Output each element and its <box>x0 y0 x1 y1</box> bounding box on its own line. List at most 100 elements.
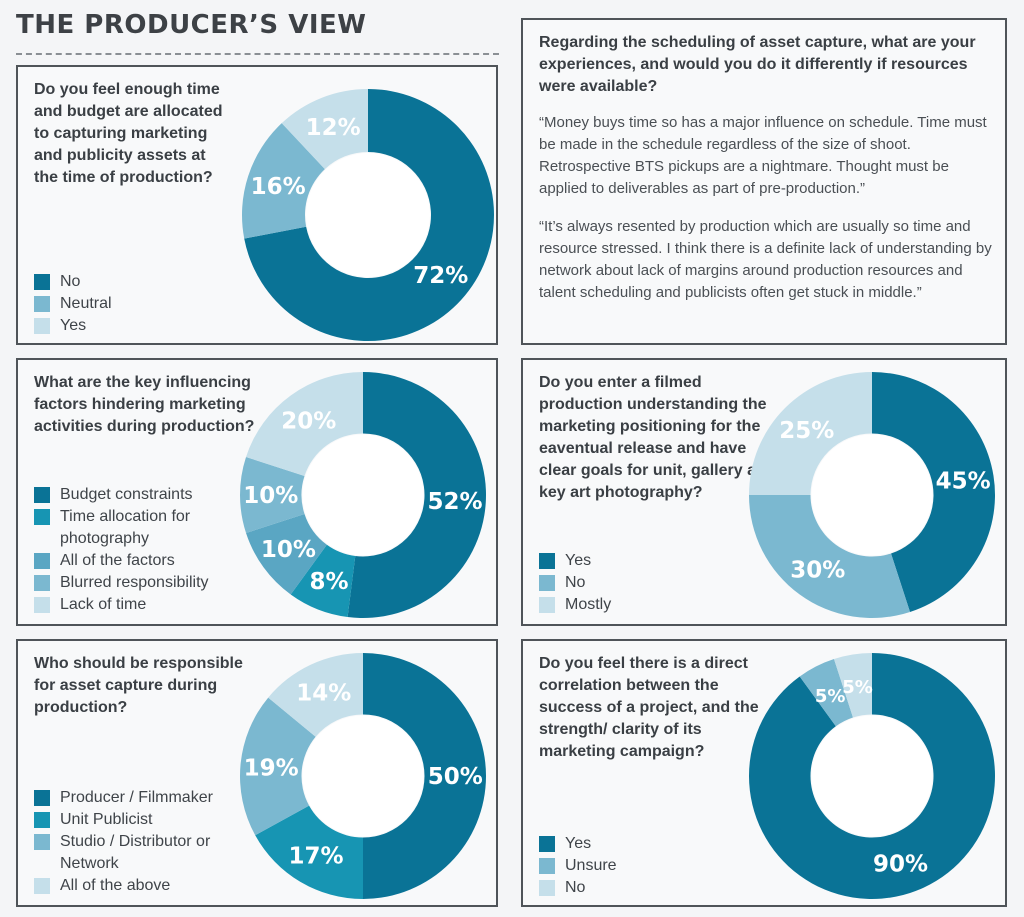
slice-label: 52% <box>428 489 483 515</box>
slice-label: 17% <box>289 843 344 869</box>
slice-label: 8% <box>310 569 349 595</box>
chart-question: Do you feel there is a direct correlatio… <box>539 655 759 760</box>
legend-item: Mostly <box>539 594 739 616</box>
chart-question: What are the key influencing factors hin… <box>34 374 255 435</box>
slice-label: 16% <box>251 174 306 200</box>
legend-item: No <box>539 877 719 899</box>
legend-label: Producer / Filmmaker <box>60 789 213 806</box>
chart-question: Do you feel enough time and budget are a… <box>34 81 223 186</box>
legend-swatch <box>34 274 50 290</box>
quote-text: “Money buys time so has a major influenc… <box>539 114 987 197</box>
legend-label: All of the factors <box>60 552 175 569</box>
page-title: THE PRODUCER’S VIEW <box>16 10 367 40</box>
donut-slice <box>833 653 872 718</box>
chart-question: Who should be responsible for asset capt… <box>34 655 243 716</box>
donut-slice <box>799 659 853 727</box>
legend-item: Studio / Distributor or Network <box>34 831 234 875</box>
donut-hole <box>306 153 430 277</box>
legend-label: Studio / Distributor or Network <box>60 833 211 872</box>
chart-panel-influencing-factors: What are the key influencing factors hin… <box>16 358 498 626</box>
donut-slice <box>290 544 356 618</box>
legend-label: Unit Publicist <box>60 811 153 828</box>
donut-hole <box>811 434 933 556</box>
slice-label: 5% <box>842 677 873 698</box>
legend-item: Yes <box>34 315 234 337</box>
legend-item: Lack of time <box>34 594 234 616</box>
slice-label: 19% <box>244 755 299 781</box>
legend-item: Blurred responsibility <box>34 572 234 594</box>
legend-item: Neutral <box>34 293 234 315</box>
legend-label: Yes <box>565 552 592 569</box>
legend-item: No <box>539 572 739 594</box>
donut-slice <box>281 89 368 170</box>
chart-legend: Yes No Mostly <box>539 550 739 616</box>
legend-swatch <box>539 836 555 852</box>
donut-hole <box>302 715 424 837</box>
legend-item: All of the above <box>34 875 234 897</box>
donut-hole <box>811 715 933 837</box>
legend-swatch <box>34 318 50 334</box>
legend-label: Blurred responsibility <box>60 574 209 591</box>
legend-label: Time allocation for photography <box>60 508 191 547</box>
chart-panel-time-budget: Do you feel enough time and budget are a… <box>16 65 498 345</box>
legend-item: Yes <box>539 833 719 855</box>
legend-item: Time allocation for photography <box>34 506 234 550</box>
legend-swatch <box>539 597 555 613</box>
chart-legend: Producer / Filmmaker Unit Publicist Stud… <box>34 787 234 897</box>
legend-swatch <box>34 834 50 850</box>
legend-item: Budget constraints <box>34 484 234 506</box>
donut-chart: 45% 30% 25% <box>749 372 995 618</box>
legend-item: Yes <box>539 550 739 572</box>
quote-text: “It’s always resented by production whic… <box>539 218 992 301</box>
chart-legend: Yes Unsure No <box>539 833 719 899</box>
donut-chart: 90% 5%5% <box>749 653 995 899</box>
donut-slice <box>268 653 363 737</box>
chart-legend: No Neutral Yes <box>34 271 234 337</box>
chart-panel-responsibility: Who should be responsible for asset capt… <box>16 639 498 907</box>
legend-swatch <box>34 878 50 894</box>
legend-item: No <box>34 271 234 293</box>
slice-label: 10% <box>243 483 298 509</box>
legend-label: Mostly <box>565 596 612 613</box>
legend-label: All of the above <box>60 877 171 894</box>
legend-label: No <box>60 273 81 290</box>
legend-label: Yes <box>60 317 87 334</box>
slice-label: 50% <box>428 764 483 790</box>
donut-slice <box>255 805 363 899</box>
legend-label: Unsure <box>565 857 617 874</box>
legend-item: Producer / Filmmaker <box>34 787 234 809</box>
donut-slice <box>872 372 995 612</box>
legend-swatch <box>34 575 50 591</box>
donut-slice <box>240 697 316 836</box>
slice-label: 10% <box>261 537 316 563</box>
legend-label: Budget constraints <box>60 486 193 503</box>
legend-swatch <box>34 597 50 613</box>
legend-label: Lack of time <box>60 596 147 613</box>
legend-swatch <box>539 858 555 874</box>
donut-slice <box>244 89 494 341</box>
donut-chart: 72% 16% 12% <box>242 89 494 341</box>
donut-slice <box>240 456 305 534</box>
legend-swatch <box>539 880 555 896</box>
slice-label: 14% <box>296 681 351 707</box>
quote-question: Regarding the scheduling of asset captur… <box>539 34 976 95</box>
legend-label: No <box>565 574 586 591</box>
slice-label: 20% <box>281 408 336 434</box>
chart-panel-marketing-positioning: Do you enter a filmed production underst… <box>521 358 1007 626</box>
legend-swatch <box>34 812 50 828</box>
donut-slice <box>363 653 486 899</box>
donut-slice <box>749 495 911 618</box>
legend-swatch <box>34 553 50 569</box>
donut-slice <box>347 372 487 618</box>
donut-slice <box>246 514 327 595</box>
legend-label: Yes <box>565 835 592 852</box>
legend-item: All of the factors <box>34 550 234 572</box>
donut-slice <box>246 372 363 476</box>
legend-label: No <box>565 879 586 896</box>
donut-chart: 50% 17% 19% 14% <box>240 653 486 899</box>
donut-hole <box>302 434 424 556</box>
chart-panel-correlation: Do you feel there is a direct correlatio… <box>521 639 1007 907</box>
donut-slice <box>242 123 325 239</box>
slice-label: 5% <box>815 686 846 707</box>
legend-swatch <box>539 553 555 569</box>
